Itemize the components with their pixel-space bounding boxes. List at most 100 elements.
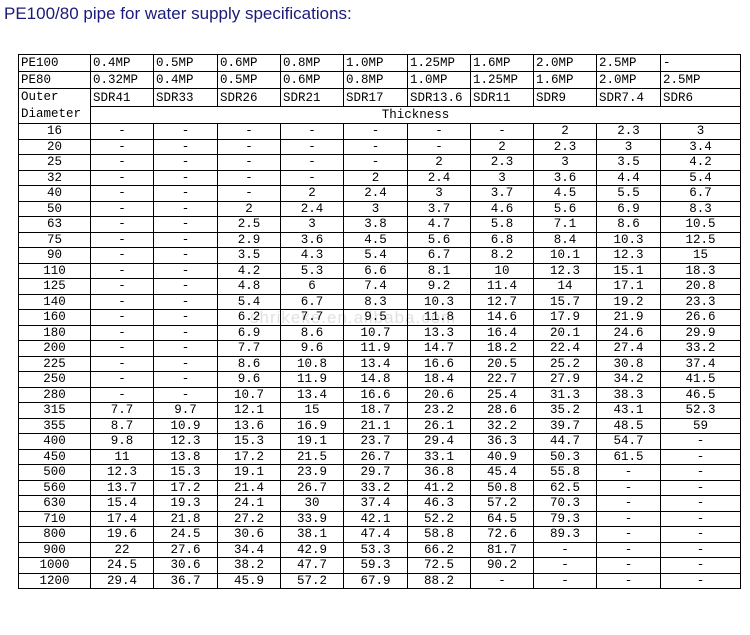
cell: 5.3 (280, 262, 344, 279)
data-row: 500 12.3 15.3 19.1 23.9 29.7 36.8 45.4 55.8- - (18, 464, 741, 481)
cell: 4.5 (533, 185, 597, 202)
cell: 30 (280, 495, 344, 512)
cell: 7.4 (343, 278, 408, 295)
cell: 5.4 (343, 247, 408, 264)
cell: SDR17 (343, 87, 408, 108)
cell: 34.4 (217, 541, 281, 558)
cell: 900 (18, 541, 91, 558)
cell: 29.4 (90, 572, 154, 589)
cell: 12.3 (90, 464, 154, 481)
cell: - (596, 572, 661, 589)
cell: 22 (90, 541, 154, 558)
cell: 6.7 (407, 247, 471, 264)
cell: 19.2 (596, 293, 661, 310)
cell: 400 (18, 433, 91, 450)
cell: - (660, 510, 741, 527)
cell: 24.1 (217, 495, 281, 512)
header-row: Thickness (19, 106, 741, 124)
cell: 140 (18, 293, 91, 310)
cell: 48.5 (596, 417, 661, 434)
cell: 2.3 (470, 154, 534, 171)
data-row: 355 8.7 10.9 13.6 16.9 21.1 26.1 32.2 39.7 48.5 59 (18, 417, 741, 434)
cell: 19.1 (217, 464, 281, 481)
data-row: 75- -2.9 3.6 4.5 5.6 6.8 8.4 10.3 12.5 (18, 231, 741, 248)
cell: 3 (280, 216, 344, 233)
watermark: shrikeke.en.alibaba.com (250, 308, 457, 327)
cell: 800 (18, 526, 91, 543)
cell: 81.7 (470, 541, 534, 558)
cell: 2 (217, 200, 281, 217)
cell: 79.3 (533, 510, 597, 527)
cell: 50 (18, 200, 91, 217)
header-row: PE80 0.32MP 0.4MP 0.5MP 0.6MP 0.8MP 1.0MP 1.25M… (18, 71, 741, 89)
cell: - (533, 572, 597, 589)
cell: 90 (18, 247, 91, 264)
cell: 30.8 (596, 355, 661, 372)
cell: 5.8 (470, 216, 534, 233)
cell: 33.9 (280, 510, 344, 527)
cell: 27.6 (153, 541, 218, 558)
cell: 27.2 (217, 510, 281, 527)
cell: 4.5 (343, 231, 408, 248)
cell: 32.2 (470, 417, 534, 434)
header-row: PE100 0.4MP 0.5MP 0.6MP 0.8MP 1.0MP 1.25MP 1.6M… (18, 54, 741, 72)
cell: 10 (470, 262, 534, 279)
cell: 4.2 (217, 262, 281, 279)
data-row: 710 17.4 21.8 27.2 33.9 42.1 52.2 64.5 79.3- - (18, 510, 741, 527)
cell: - (280, 154, 344, 171)
cell: 15.3 (153, 464, 218, 481)
cell: 5.5 (596, 185, 661, 202)
cell: 57.2 (280, 572, 344, 589)
data-row: 450 11 13.8 17.2 21.5 26.7 33.1 40.9 50.3 61.5- (18, 448, 741, 465)
cell: 23.9 (280, 464, 344, 481)
cell: 29.9 (660, 324, 741, 341)
cell: 55.8 (533, 464, 597, 481)
cell: 18.2 (470, 340, 534, 357)
cell: 15.3 (217, 433, 281, 450)
cell: 37.4 (660, 355, 741, 372)
cell: 59 (660, 417, 741, 434)
cell: 61.5 (596, 448, 661, 465)
cell: PE100 (18, 54, 91, 72)
cell: - (153, 278, 218, 295)
data-row: 1000 24.5 30.6 38.2 47.7 59.3 72.5 90.2- - - (18, 557, 741, 574)
data-row: 315 7.7 9.7 12.1 15 18.7 23.2 28.6 35.2 43.1 52.3 (18, 402, 741, 419)
cell: - (153, 216, 218, 233)
cell: 24.6 (596, 324, 661, 341)
cell: 10.8 (280, 355, 344, 372)
cell: 29.7 (343, 464, 408, 481)
cell: 45.9 (217, 572, 281, 589)
cell: 52.3 (660, 402, 741, 419)
cell: 23.3 (660, 293, 741, 310)
cell: - (660, 433, 741, 450)
cell: 0.6MP (280, 71, 344, 89)
cell: 26.7 (280, 479, 344, 496)
cell: 0.5MP (217, 71, 281, 89)
data-row: 90- -3.5 4.3 5.4 6.7 8.2 10.1 12.3 15 (18, 247, 741, 264)
cell: 67.9 (343, 572, 408, 589)
cell: - (153, 324, 218, 341)
cell: 12.1 (217, 402, 281, 419)
cell: 315 (18, 402, 91, 419)
cell: - (90, 185, 154, 202)
cell: 6.9 (596, 200, 661, 217)
cell: - (90, 169, 154, 186)
cell: 88.2 (407, 572, 471, 589)
cell: 50.8 (470, 479, 534, 496)
data-row: 200- -7.7 9.6 11.9 14.7 18.2 22.4 27.4 33.2 (18, 340, 741, 357)
table-body: PE100 0.4MP 0.5MP 0.6MP 0.8MP 1.0MP 1.25MP 1.6M… (18, 54, 741, 589)
cell: 9.8 (90, 433, 154, 450)
cell: 20.8 (660, 278, 741, 295)
cell: - (280, 169, 344, 186)
cell: 3.7 (407, 200, 471, 217)
cell: 1.6MP (533, 71, 597, 89)
data-row: 125- -4.8 6 7.4 9.2 11.4 14 17.1 20.8 (18, 278, 741, 295)
cell: - (470, 572, 534, 589)
cell: - (153, 154, 218, 171)
cell: - (596, 510, 661, 527)
cell: 21.4 (217, 479, 281, 496)
cell: 12.5 (660, 231, 741, 248)
data-row: 225- -8.6 10.8 13.4 16.6 20.5 25.2 30.8 37.4 (18, 355, 741, 372)
cell: 19.6 (90, 526, 154, 543)
